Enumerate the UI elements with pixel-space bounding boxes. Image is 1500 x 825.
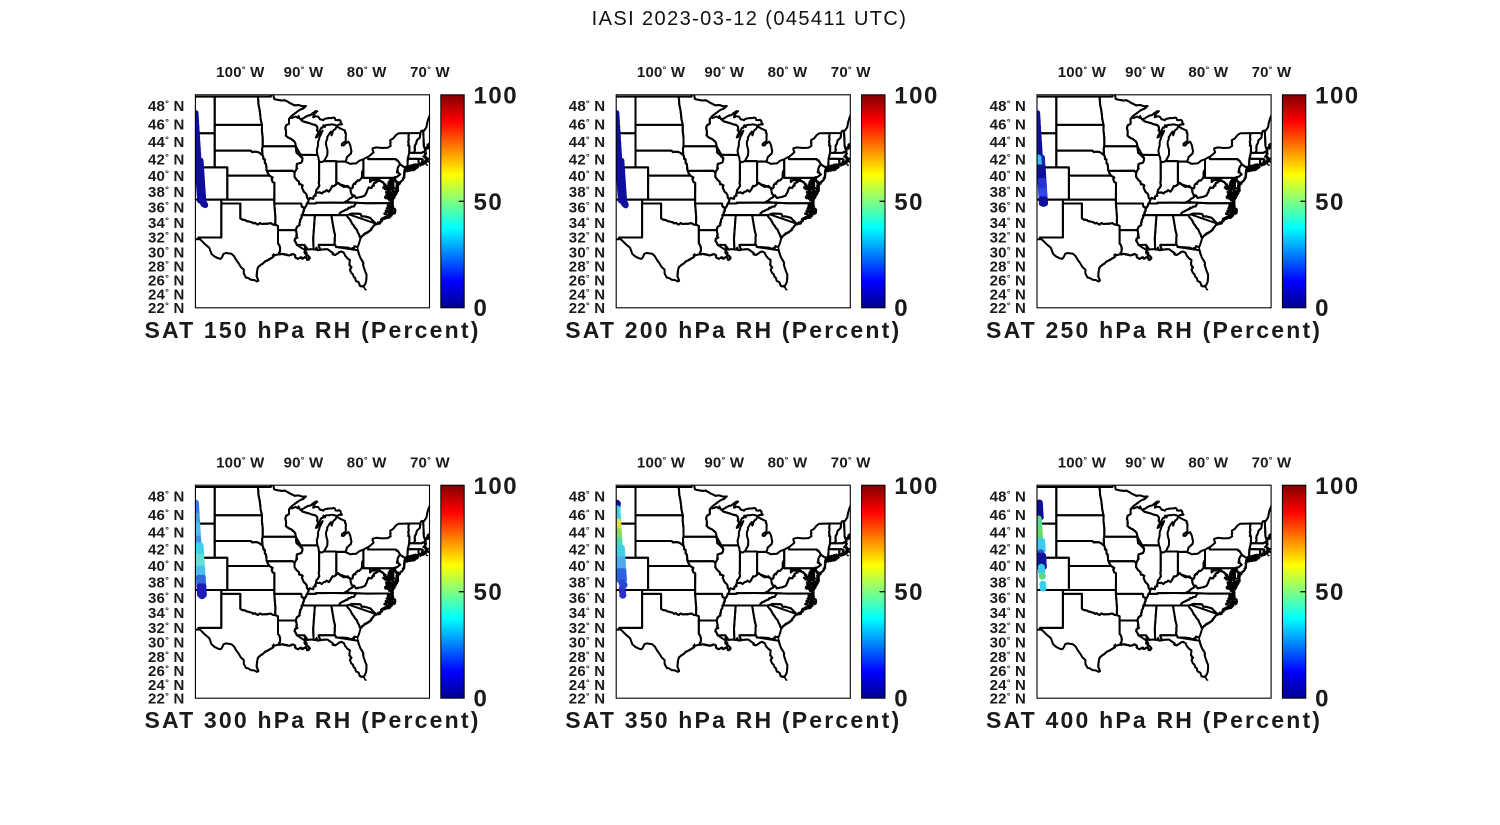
- svg-text:IASI 2023-03-12 (045411 UTC): IASI 2023-03-12 (045411 UTC): [592, 8, 908, 30]
- svg-text:SAT 150 hPa RH (Percent): SAT 150 hPa RH (Percent): [144, 317, 480, 343]
- svg-text:SAT 350 hPa RH (Percent): SAT 350 hPa RH (Percent): [565, 707, 901, 733]
- svg-text:SAT 250 hPa RH (Percent): SAT 250 hPa RH (Percent): [986, 317, 1322, 343]
- svg-text:SAT 300 hPa RH (Percent): SAT 300 hPa RH (Percent): [144, 707, 480, 733]
- svg-text:SAT 200 hPa RH (Percent): SAT 200 hPa RH (Percent): [565, 317, 901, 343]
- svg-text:SAT 400 hPa RH (Percent): SAT 400 hPa RH (Percent): [986, 707, 1322, 733]
